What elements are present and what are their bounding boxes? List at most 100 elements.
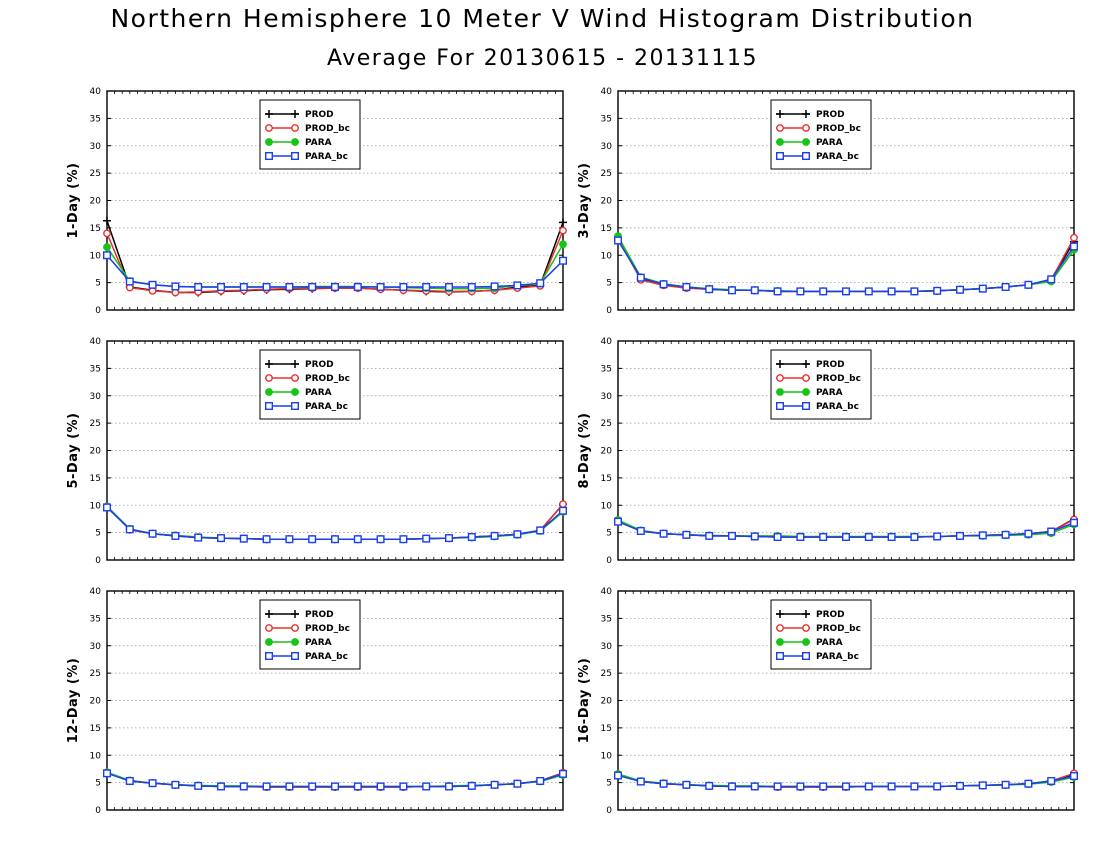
legend-box	[770, 99, 872, 170]
y-tick-label: 5	[95, 279, 101, 289]
data-point	[864, 287, 873, 296]
data-point	[376, 535, 385, 544]
data-point	[750, 286, 759, 295]
y-tick-label: 10	[90, 501, 102, 511]
data-point	[559, 500, 567, 509]
y-tick-label: 5	[606, 279, 612, 289]
y-tick-label: 0	[95, 556, 101, 566]
data-point	[467, 781, 476, 790]
y-tick-label: 20	[90, 697, 102, 707]
y-axis-label: 5-Day (%)	[66, 412, 81, 488]
y-axis-label: 3-Day (%)	[577, 162, 592, 238]
data-point	[819, 782, 828, 791]
data-point	[773, 287, 782, 296]
y-tick-label: 30	[601, 642, 613, 652]
data-point	[445, 782, 454, 791]
data-point	[102, 251, 111, 260]
data-point	[536, 776, 545, 785]
data-point	[933, 532, 942, 541]
data-point	[308, 283, 317, 292]
data-point	[728, 531, 737, 540]
data-point	[773, 533, 782, 542]
legend-marker	[802, 360, 810, 368]
legend-label: PROD_bc	[305, 124, 350, 134]
data-point	[636, 526, 645, 535]
page-subtitle: Average For 20130615 - 20131115	[326, 46, 759, 71]
data-point	[331, 782, 340, 791]
data-point	[956, 285, 965, 294]
series-para-bc	[614, 236, 1078, 296]
y-tick-label: 35	[601, 114, 612, 124]
data-point	[819, 533, 828, 542]
legend: PROD PROD_bc PARA PARA_bc	[770, 599, 872, 670]
data-point	[750, 782, 759, 791]
data-point	[864, 782, 873, 791]
data-point	[682, 283, 691, 292]
legend-label: PROD	[305, 360, 334, 370]
data-point	[1024, 280, 1033, 289]
data-point	[864, 533, 873, 542]
legend-marker	[265, 124, 273, 132]
y-tick-label: 35	[90, 364, 101, 374]
legend-marker	[776, 638, 784, 646]
data-point	[933, 782, 942, 791]
data-point	[796, 782, 805, 791]
data-point	[796, 533, 805, 542]
y-tick-label: 20	[601, 197, 613, 207]
data-point	[1047, 275, 1056, 284]
y-tick-label: 40	[601, 587, 613, 597]
data-point	[148, 529, 157, 538]
y-axis-label: 16-Day (%)	[577, 658, 592, 744]
legend-marker	[291, 638, 299, 646]
panel-3: 0 5 10 15 20 25 30 35 40 5-Day (%) PROD PROD_bc PARA…	[66, 337, 568, 566]
data-point	[1047, 527, 1056, 536]
legend-marker	[265, 388, 273, 396]
y-tick-label: 35	[90, 614, 101, 624]
data-point	[490, 531, 499, 540]
data-point	[262, 283, 271, 292]
legend-marker	[776, 388, 784, 396]
data-point	[194, 533, 203, 542]
data-point	[887, 533, 896, 542]
data-point	[467, 533, 476, 542]
legend-label: PARA	[816, 388, 843, 398]
data-point	[445, 534, 454, 543]
y-tick-label: 5	[606, 529, 612, 539]
data-point	[659, 529, 668, 538]
data-point	[262, 782, 271, 791]
legend: PROD PROD_bc PARA PARA_bc	[770, 99, 872, 170]
y-axis-label: 12-Day (%)	[66, 658, 81, 744]
data-point	[216, 782, 225, 791]
data-point	[399, 782, 408, 791]
legend-marker	[291, 624, 299, 632]
y-tick-label: 35	[601, 364, 612, 374]
data-point	[513, 281, 522, 290]
data-point	[559, 226, 567, 235]
data-point	[308, 535, 317, 544]
data-point	[728, 782, 737, 791]
y-tick-label: 15	[601, 224, 612, 234]
legend-label: PROD	[816, 610, 845, 620]
data-point	[399, 535, 408, 544]
data-point	[1001, 283, 1010, 292]
data-point	[956, 531, 965, 540]
data-point	[331, 535, 340, 544]
data-point	[559, 506, 568, 515]
data-point	[682, 780, 691, 789]
data-point	[705, 531, 714, 540]
data-point	[239, 534, 248, 543]
legend-label: PROD	[305, 110, 334, 120]
data-point	[978, 781, 987, 790]
y-tick-label: 30	[90, 142, 102, 152]
y-tick-label: 30	[90, 642, 102, 652]
data-point	[956, 781, 965, 790]
legend-marker	[776, 402, 785, 411]
data-point	[750, 532, 759, 541]
data-point	[194, 283, 203, 292]
data-point	[559, 769, 568, 778]
legend-marker	[776, 110, 784, 118]
data-point	[353, 535, 362, 544]
legend-marker	[802, 638, 810, 646]
legend-label: PARA	[305, 388, 332, 398]
data-point	[171, 282, 180, 291]
